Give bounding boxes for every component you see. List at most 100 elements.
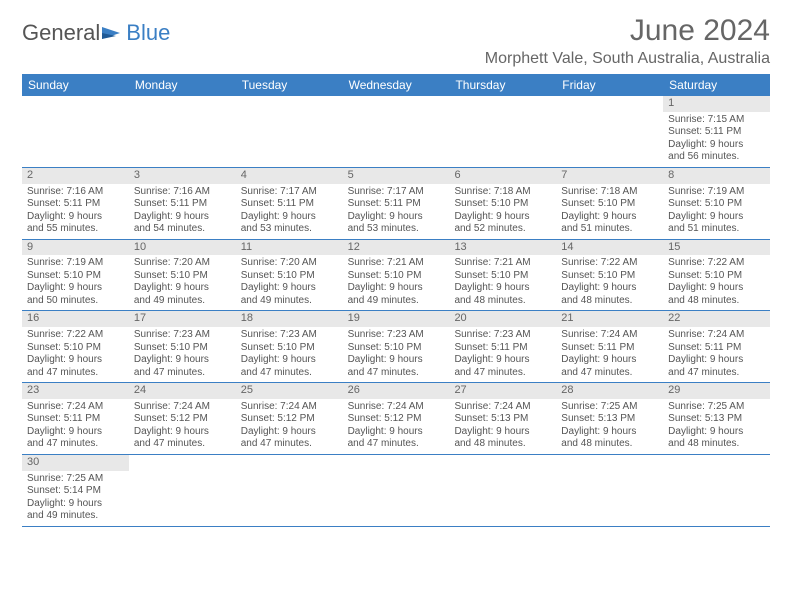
daylight-text-1: Daylight: 9 hours [668, 426, 765, 439]
day-number: 29 [663, 383, 770, 399]
sunrise-text: Sunrise: 7:23 AM [348, 329, 445, 342]
calendar-empty-cell [449, 455, 556, 526]
logo-text-blue: Blue [126, 20, 170, 46]
daylight-text-2: and 48 minutes. [668, 438, 765, 451]
sunset-text: Sunset: 5:10 PM [668, 270, 765, 283]
sunrise-text: Sunrise: 7:23 AM [241, 329, 338, 342]
day-number: 1 [663, 96, 770, 112]
sunset-text: Sunset: 5:11 PM [241, 198, 338, 211]
sunrise-text: Sunrise: 7:16 AM [27, 186, 124, 199]
daylight-text-1: Daylight: 9 hours [668, 139, 765, 152]
calendar-empty-cell [663, 455, 770, 526]
title-block: June 2024 Morphett Vale, South Australia… [485, 14, 770, 68]
daylight-text-2: and 48 minutes. [561, 295, 658, 308]
calendar-empty-cell [556, 96, 663, 167]
sunrise-text: Sunrise: 7:17 AM [348, 186, 445, 199]
sunset-text: Sunset: 5:10 PM [668, 198, 765, 211]
sunset-text: Sunset: 5:10 PM [561, 198, 658, 211]
sunset-text: Sunset: 5:12 PM [241, 413, 338, 426]
calendar-day-1: 1Sunrise: 7:15 AMSunset: 5:11 PMDaylight… [663, 96, 770, 167]
sunrise-text: Sunrise: 7:19 AM [668, 186, 765, 199]
calendar-day-6: 6Sunrise: 7:18 AMSunset: 5:10 PMDaylight… [449, 168, 556, 239]
daylight-text-2: and 49 minutes. [27, 510, 124, 523]
location-subtitle: Morphett Vale, South Australia, Australi… [485, 50, 770, 68]
day-header-wednesday: Wednesday [343, 74, 450, 96]
daylight-text-1: Daylight: 9 hours [561, 354, 658, 367]
sunrise-text: Sunrise: 7:24 AM [454, 401, 551, 414]
daylight-text-2: and 51 minutes. [668, 223, 765, 236]
day-number: 19 [343, 311, 450, 327]
month-title: June 2024 [485, 14, 770, 48]
day-number: 6 [449, 168, 556, 184]
day-number: 2 [22, 168, 129, 184]
daylight-text-2: and 47 minutes. [561, 367, 658, 380]
sunrise-text: Sunrise: 7:17 AM [241, 186, 338, 199]
daylight-text-2: and 48 minutes. [454, 438, 551, 451]
daylight-text-2: and 50 minutes. [27, 295, 124, 308]
day-number: 3 [129, 168, 236, 184]
logo: General Blue [22, 20, 170, 46]
daylight-text-2: and 47 minutes. [348, 367, 445, 380]
sunset-text: Sunset: 5:10 PM [241, 342, 338, 355]
day-number: 25 [236, 383, 343, 399]
calendar-day-18: 18Sunrise: 7:23 AMSunset: 5:10 PMDayligh… [236, 311, 343, 382]
calendar-day-17: 17Sunrise: 7:23 AMSunset: 5:10 PMDayligh… [129, 311, 236, 382]
daylight-text-2: and 51 minutes. [561, 223, 658, 236]
calendar-day-3: 3Sunrise: 7:16 AMSunset: 5:11 PMDaylight… [129, 168, 236, 239]
daylight-text-1: Daylight: 9 hours [241, 426, 338, 439]
daylight-text-2: and 47 minutes. [27, 367, 124, 380]
logo-text-general: General [22, 20, 100, 46]
daylight-text-1: Daylight: 9 hours [348, 426, 445, 439]
sunset-text: Sunset: 5:10 PM [241, 270, 338, 283]
calendar: SundayMondayTuesdayWednesdayThursdayFrid… [22, 74, 770, 527]
daylight-text-1: Daylight: 9 hours [241, 282, 338, 295]
daylight-text-2: and 49 minutes. [134, 295, 231, 308]
calendar-day-15: 15Sunrise: 7:22 AMSunset: 5:10 PMDayligh… [663, 240, 770, 311]
sunrise-text: Sunrise: 7:15 AM [668, 114, 765, 127]
sunrise-text: Sunrise: 7:22 AM [561, 257, 658, 270]
daylight-text-2: and 47 minutes. [134, 438, 231, 451]
daylight-text-1: Daylight: 9 hours [348, 282, 445, 295]
calendar-day-28: 28Sunrise: 7:25 AMSunset: 5:13 PMDayligh… [556, 383, 663, 454]
daylight-text-1: Daylight: 9 hours [454, 426, 551, 439]
daylight-text-1: Daylight: 9 hours [348, 354, 445, 367]
daylight-text-1: Daylight: 9 hours [134, 426, 231, 439]
calendar-week: 1Sunrise: 7:15 AMSunset: 5:11 PMDaylight… [22, 96, 770, 168]
sunrise-text: Sunrise: 7:18 AM [454, 186, 551, 199]
calendar-empty-cell [236, 96, 343, 167]
sunset-text: Sunset: 5:13 PM [561, 413, 658, 426]
day-number: 11 [236, 240, 343, 256]
calendar-day-13: 13Sunrise: 7:21 AMSunset: 5:10 PMDayligh… [449, 240, 556, 311]
sunset-text: Sunset: 5:11 PM [561, 342, 658, 355]
sunset-text: Sunset: 5:10 PM [27, 270, 124, 283]
calendar-day-19: 19Sunrise: 7:23 AMSunset: 5:10 PMDayligh… [343, 311, 450, 382]
daylight-text-2: and 52 minutes. [454, 223, 551, 236]
day-number: 26 [343, 383, 450, 399]
sunset-text: Sunset: 5:10 PM [454, 270, 551, 283]
sunrise-text: Sunrise: 7:24 AM [241, 401, 338, 414]
day-header-saturday: Saturday [663, 74, 770, 96]
sunset-text: Sunset: 5:11 PM [348, 198, 445, 211]
daylight-text-1: Daylight: 9 hours [561, 211, 658, 224]
daylight-text-1: Daylight: 9 hours [561, 282, 658, 295]
sunrise-text: Sunrise: 7:19 AM [27, 257, 124, 270]
calendar-empty-cell [449, 96, 556, 167]
day-number: 10 [129, 240, 236, 256]
sunrise-text: Sunrise: 7:23 AM [134, 329, 231, 342]
calendar-day-20: 20Sunrise: 7:23 AMSunset: 5:11 PMDayligh… [449, 311, 556, 382]
daylight-text-2: and 48 minutes. [454, 295, 551, 308]
daylight-text-1: Daylight: 9 hours [241, 354, 338, 367]
sunrise-text: Sunrise: 7:18 AM [561, 186, 658, 199]
daylight-text-1: Daylight: 9 hours [241, 211, 338, 224]
daylight-text-2: and 47 minutes. [668, 367, 765, 380]
sunrise-text: Sunrise: 7:22 AM [668, 257, 765, 270]
sunrise-text: Sunrise: 7:25 AM [27, 473, 124, 486]
daylight-text-2: and 48 minutes. [668, 295, 765, 308]
day-number: 12 [343, 240, 450, 256]
day-number: 20 [449, 311, 556, 327]
daylight-text-1: Daylight: 9 hours [27, 282, 124, 295]
day-number: 13 [449, 240, 556, 256]
sunrise-text: Sunrise: 7:25 AM [668, 401, 765, 414]
calendar-empty-cell [556, 455, 663, 526]
sunset-text: Sunset: 5:10 PM [348, 270, 445, 283]
